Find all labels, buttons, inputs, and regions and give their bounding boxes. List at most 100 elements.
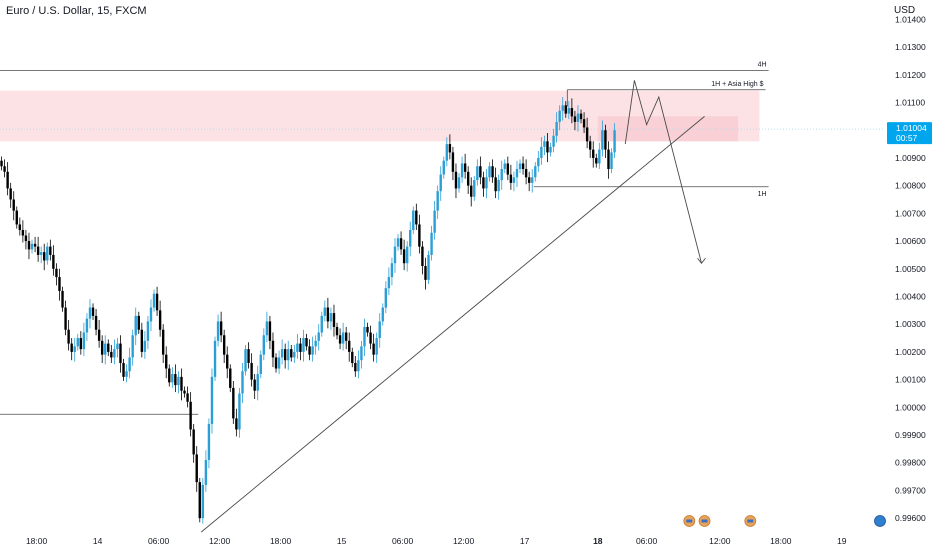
candle-down (332, 313, 336, 327)
candle-up (152, 293, 156, 308)
y-tick-label: 1.00100 (895, 375, 926, 385)
candle-down (546, 141, 549, 153)
candle-down (15, 210, 18, 225)
candle-up (396, 238, 400, 247)
candle-down (448, 144, 452, 153)
candle-up (143, 340, 147, 352)
candle-down (479, 166, 482, 178)
candle-down (607, 149, 610, 170)
candle-down (219, 321, 223, 336)
supply-zones (0, 90, 760, 142)
candle-down (335, 326, 339, 336)
candle-up (555, 121, 558, 136)
candle-down (137, 315, 140, 330)
candle-up (216, 321, 220, 341)
price-tag-value: 1.01004 (896, 123, 927, 133)
price-tag-bg (887, 122, 932, 145)
candle-up (210, 376, 214, 424)
candle-up (439, 174, 442, 192)
candle-down (592, 149, 595, 158)
candle-up (296, 343, 299, 352)
candle-up (85, 318, 89, 333)
candle-down (564, 105, 567, 114)
candle-up (488, 166, 491, 178)
candle-down (604, 130, 607, 150)
candle-up (149, 307, 153, 322)
candle-down (466, 171, 470, 186)
candle-up (433, 210, 436, 233)
candle-down (595, 157, 598, 164)
candle-down (122, 362, 125, 377)
x-tick-label: 12:00 (709, 536, 731, 546)
candle-down (107, 343, 110, 352)
y-tick-label: 1.00200 (895, 347, 926, 357)
candle-up (171, 374, 174, 383)
x-tick-label: 06:00 (636, 536, 658, 546)
candle-down (570, 108, 574, 117)
candle-down (582, 119, 586, 128)
candle-up (46, 246, 49, 261)
candle-up (82, 332, 86, 350)
candle-up (409, 229, 412, 247)
candle-up (277, 357, 281, 369)
y-tick-label: 0.99600 (895, 513, 926, 523)
candle-up (104, 343, 107, 355)
candle-down (18, 224, 22, 230)
us-flag-icon-band (686, 519, 693, 523)
candle-down (12, 199, 15, 211)
candle-down (100, 340, 104, 355)
candle-up (485, 177, 488, 189)
candle-down (43, 252, 46, 261)
candle-up (241, 371, 244, 394)
candle-up (473, 180, 476, 197)
candle-down (58, 277, 61, 291)
candle-down (174, 374, 177, 386)
y-tick-label: 1.00800 (895, 181, 926, 191)
candle-down (232, 387, 235, 419)
candle-up (381, 307, 384, 322)
horizontal-levels: 4H 1H + Asia High $ 1H (0, 62, 885, 415)
candle-down (226, 354, 229, 369)
candle-up (613, 130, 616, 153)
candle-up (457, 177, 461, 189)
candle-down (192, 429, 195, 455)
candle-up (314, 340, 317, 347)
candle-up (39, 252, 43, 255)
candle-down (52, 254, 55, 269)
candle-down (521, 163, 525, 170)
candle-down (119, 343, 122, 363)
candle-up (518, 163, 522, 170)
y-tick-label: 1.00300 (895, 319, 926, 329)
candle-down (21, 229, 25, 236)
candle-up (238, 393, 241, 430)
candle-down (588, 141, 592, 150)
candle-down (67, 329, 70, 344)
candle-up (375, 338, 378, 355)
candle-up (412, 210, 415, 230)
candle-up (543, 141, 546, 147)
candle-up (317, 332, 320, 341)
candle-down (308, 346, 311, 355)
candle-down (271, 340, 275, 358)
candle-up (445, 144, 449, 161)
candle-up (329, 313, 333, 322)
candle-down (573, 116, 577, 122)
projection-arrowhead (697, 257, 706, 264)
y-tick-label: 1.00900 (895, 153, 926, 163)
candle-up (88, 307, 92, 319)
candle-down (27, 241, 31, 250)
y-tick-label: 1.00700 (895, 208, 926, 218)
level-label: 1H + Asia High $ (711, 81, 763, 88)
candle-down (354, 362, 357, 372)
candle-down (585, 127, 589, 142)
candle-down (366, 326, 369, 333)
candle-down (49, 246, 52, 255)
x-tick-label: 12:00 (209, 536, 231, 546)
price-tag-countdown: 00:57 (896, 133, 918, 143)
candle-down (250, 362, 253, 380)
level-label: 4H (758, 62, 767, 69)
candle-up (576, 113, 580, 122)
